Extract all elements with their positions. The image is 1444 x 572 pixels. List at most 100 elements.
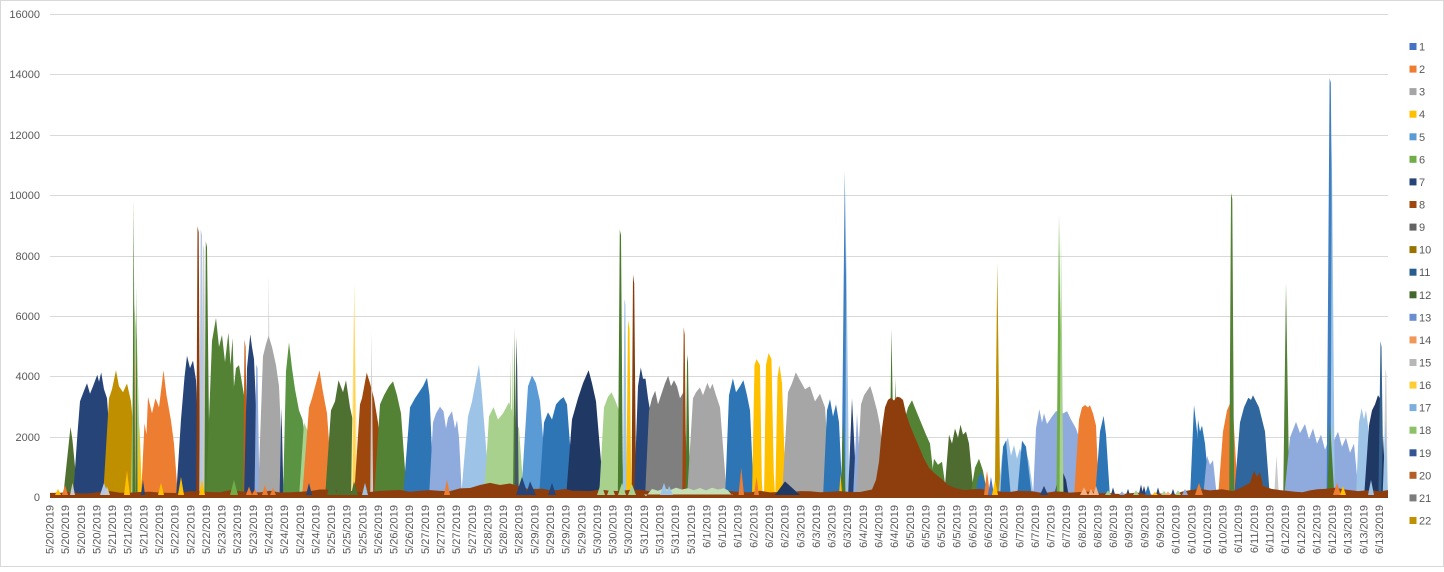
svg-text:6/10/2019: 6/10/2019 — [1218, 505, 1230, 554]
svg-text:5/20/2019: 5/20/2019 — [45, 505, 57, 554]
svg-text:13: 13 — [1419, 312, 1431, 324]
svg-text:10000: 10000 — [9, 190, 40, 202]
svg-text:6/7/2019: 6/7/2019 — [1014, 505, 1026, 548]
svg-text:5/22/2019: 5/22/2019 — [154, 505, 166, 554]
svg-text:5/21/2019: 5/21/2019 — [123, 505, 135, 554]
svg-text:6/3/2019: 6/3/2019 — [795, 505, 807, 548]
svg-text:5/30/2019: 5/30/2019 — [608, 505, 620, 554]
svg-text:10: 10 — [1419, 245, 1431, 257]
svg-text:6/9/2019: 6/9/2019 — [1124, 505, 1136, 548]
svg-text:6/10/2019: 6/10/2019 — [1186, 505, 1198, 554]
svg-text:5/31/2019: 5/31/2019 — [655, 505, 667, 554]
svg-text:6/2/2019: 6/2/2019 — [748, 505, 760, 548]
svg-text:6/4/2019: 6/4/2019 — [858, 505, 870, 548]
svg-text:12: 12 — [1419, 290, 1431, 302]
svg-text:0: 0 — [34, 492, 40, 504]
svg-text:5/20/2019: 5/20/2019 — [60, 505, 72, 554]
svg-text:5/25/2019: 5/25/2019 — [342, 505, 354, 554]
svg-text:6000: 6000 — [16, 311, 40, 323]
svg-text:4: 4 — [1419, 109, 1425, 121]
svg-text:5/29/2019: 5/29/2019 — [576, 505, 588, 554]
svg-text:5/24/2019: 5/24/2019 — [279, 505, 291, 554]
svg-text:6/5/2019: 6/5/2019 — [905, 505, 917, 548]
svg-text:5/30/2019: 5/30/2019 — [592, 505, 604, 554]
svg-text:5/28/2019: 5/28/2019 — [514, 505, 526, 554]
svg-text:5/24/2019: 5/24/2019 — [310, 505, 322, 554]
svg-text:5/31/2019: 5/31/2019 — [670, 505, 682, 554]
svg-text:5/24/2019: 5/24/2019 — [264, 505, 276, 554]
svg-text:6/9/2019: 6/9/2019 — [1155, 505, 1167, 548]
svg-text:20: 20 — [1419, 470, 1431, 482]
svg-text:5/22/2019: 5/22/2019 — [170, 505, 182, 554]
svg-text:6/7/2019: 6/7/2019 — [1030, 505, 1042, 548]
svg-text:17: 17 — [1419, 403, 1431, 415]
svg-text:16: 16 — [1419, 380, 1431, 392]
svg-text:5/30/2019: 5/30/2019 — [623, 505, 635, 554]
svg-text:5/23/2019: 5/23/2019 — [232, 505, 244, 554]
svg-text:5/23/2019: 5/23/2019 — [248, 505, 260, 554]
svg-text:22: 22 — [1419, 516, 1431, 528]
svg-text:7: 7 — [1419, 177, 1425, 189]
svg-text:15: 15 — [1419, 358, 1431, 370]
svg-text:5/26/2019: 5/26/2019 — [389, 505, 401, 554]
svg-text:5: 5 — [1419, 132, 1425, 144]
svg-text:6/9/2019: 6/9/2019 — [1139, 505, 1151, 548]
svg-text:5/28/2019: 5/28/2019 — [498, 505, 510, 554]
svg-text:6/12/2019: 6/12/2019 — [1296, 505, 1308, 554]
svg-text:6/5/2019: 6/5/2019 — [952, 505, 964, 548]
svg-text:18: 18 — [1419, 425, 1431, 437]
svg-text:5/23/2019: 5/23/2019 — [217, 505, 229, 554]
svg-text:11: 11 — [1419, 267, 1430, 279]
svg-text:5/27/2019: 5/27/2019 — [451, 505, 463, 554]
svg-text:6/4/2019: 6/4/2019 — [889, 505, 901, 548]
svg-text:5/29/2019: 5/29/2019 — [529, 505, 541, 554]
svg-text:6/3/2019: 6/3/2019 — [842, 505, 854, 548]
svg-text:16000: 16000 — [9, 9, 40, 21]
svg-text:6/13/2019: 6/13/2019 — [1374, 505, 1386, 554]
svg-text:5/22/2019: 5/22/2019 — [185, 505, 197, 554]
svg-text:6/2/2019: 6/2/2019 — [780, 505, 792, 548]
svg-text:9: 9 — [1419, 222, 1425, 234]
svg-text:6/13/2019: 6/13/2019 — [1343, 505, 1355, 554]
svg-text:6/8/2019: 6/8/2019 — [1077, 505, 1089, 548]
svg-text:6/1/2019: 6/1/2019 — [701, 505, 713, 548]
svg-text:6/12/2019: 6/12/2019 — [1327, 505, 1339, 554]
svg-text:6/6/2019: 6/6/2019 — [983, 505, 995, 548]
svg-text:5/27/2019: 5/27/2019 — [467, 505, 479, 554]
svg-text:6/3/2019: 6/3/2019 — [827, 505, 839, 548]
svg-text:6/8/2019: 6/8/2019 — [1108, 505, 1120, 548]
svg-text:6/13/2019: 6/13/2019 — [1358, 505, 1370, 554]
svg-text:4000: 4000 — [16, 371, 40, 383]
svg-text:14: 14 — [1419, 335, 1431, 347]
svg-text:5/28/2019: 5/28/2019 — [483, 505, 495, 554]
svg-text:6/10/2019: 6/10/2019 — [1171, 505, 1183, 554]
svg-text:2: 2 — [1419, 64, 1425, 76]
svg-text:6/7/2019: 6/7/2019 — [1061, 505, 1073, 548]
svg-text:5/27/2019: 5/27/2019 — [420, 505, 432, 554]
svg-text:5/31/2019: 5/31/2019 — [686, 505, 698, 554]
svg-text:12000: 12000 — [9, 130, 40, 142]
svg-text:6/5/2019: 6/5/2019 — [936, 505, 948, 548]
svg-text:5/25/2019: 5/25/2019 — [357, 505, 369, 554]
svg-text:6/8/2019: 6/8/2019 — [1093, 505, 1105, 548]
svg-text:5/26/2019: 5/26/2019 — [404, 505, 416, 554]
svg-text:6/11/2019: 6/11/2019 — [1233, 505, 1245, 553]
svg-text:6/11/2019: 6/11/2019 — [1249, 505, 1261, 553]
svg-text:6/12/2019: 6/12/2019 — [1311, 505, 1323, 554]
svg-text:5/21/2019: 5/21/2019 — [138, 505, 150, 554]
svg-text:5/29/2019: 5/29/2019 — [545, 505, 557, 554]
svg-text:6/6/2019: 6/6/2019 — [967, 505, 979, 548]
svg-text:6/12/2019: 6/12/2019 — [1280, 505, 1292, 554]
svg-text:21: 21 — [1419, 493, 1431, 505]
svg-text:5/21/2019: 5/21/2019 — [107, 505, 119, 554]
svg-text:8000: 8000 — [16, 251, 40, 263]
svg-text:14000: 14000 — [9, 69, 40, 81]
svg-text:3: 3 — [1419, 87, 1425, 99]
svg-text:5/29/2019: 5/29/2019 — [561, 505, 573, 554]
svg-text:5/20/2019: 5/20/2019 — [91, 505, 103, 554]
svg-text:6/4/2019: 6/4/2019 — [874, 505, 886, 548]
svg-text:6/1/2019: 6/1/2019 — [717, 505, 729, 548]
svg-text:19: 19 — [1419, 448, 1431, 460]
svg-text:1: 1 — [1419, 42, 1425, 54]
svg-text:5/27/2019: 5/27/2019 — [436, 505, 448, 554]
